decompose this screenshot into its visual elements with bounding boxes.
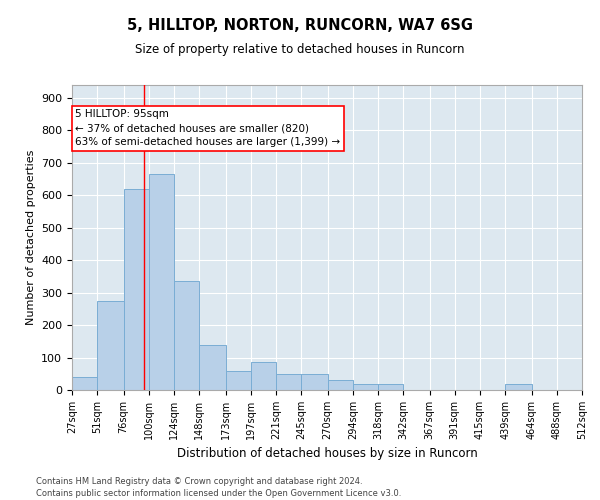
Y-axis label: Number of detached properties: Number of detached properties: [26, 150, 35, 325]
Bar: [199, 344, 226, 390]
Bar: [174, 282, 199, 390]
Text: 5 HILLTOP: 95sqm
← 37% of detached houses are smaller (820)
63% of semi-detached: 5 HILLTOP: 95sqm ← 37% of detached house…: [75, 110, 340, 148]
Text: Contains HM Land Registry data © Crown copyright and database right 2024.: Contains HM Land Registry data © Crown c…: [36, 478, 362, 486]
Bar: [378, 384, 403, 390]
Bar: [124, 189, 149, 390]
Text: 5, HILLTOP, NORTON, RUNCORN, WA7 6SG: 5, HILLTOP, NORTON, RUNCORN, WA7 6SG: [127, 18, 473, 32]
Bar: [149, 174, 174, 390]
Bar: [72, 377, 97, 390]
Bar: [251, 362, 276, 390]
Bar: [97, 301, 124, 390]
X-axis label: Distribution of detached houses by size in Runcorn: Distribution of detached houses by size …: [176, 448, 478, 460]
Text: Contains public sector information licensed under the Open Government Licence v3: Contains public sector information licen…: [36, 489, 401, 498]
Bar: [353, 384, 378, 390]
Bar: [226, 370, 251, 390]
Text: Size of property relative to detached houses in Runcorn: Size of property relative to detached ho…: [135, 42, 465, 56]
Bar: [505, 384, 532, 390]
Bar: [328, 380, 353, 390]
Bar: [301, 374, 328, 390]
Bar: [276, 374, 301, 390]
